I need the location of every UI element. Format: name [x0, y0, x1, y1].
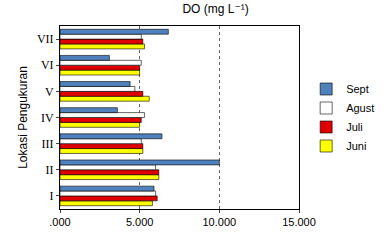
svg-text:Sept: Sept — [346, 83, 369, 95]
svg-text:VII: VII — [37, 32, 54, 46]
svg-text:IV: IV — [41, 111, 54, 125]
svg-text:5.000: 5.000 — [126, 216, 154, 228]
svg-text:I: I — [50, 189, 54, 203]
svg-text:Lokasi Pengukuran: Lokasi Pengukuran — [16, 66, 30, 169]
svg-text:10.000: 10.000 — [203, 216, 237, 228]
svg-text:Juli: Juli — [346, 121, 363, 133]
svg-text:III: III — [42, 137, 54, 151]
svg-text:VI: VI — [41, 58, 54, 72]
svg-text:Juni: Juni — [346, 140, 366, 152]
svg-text:Agust: Agust — [346, 102, 374, 114]
svg-text:.000: .000 — [49, 216, 70, 228]
svg-text:DO (mg L⁻¹): DO (mg L⁻¹) — [182, 2, 248, 16]
svg-text:V: V — [45, 85, 54, 99]
svg-text:II: II — [46, 163, 54, 177]
svg-text:15.000: 15.000 — [282, 216, 316, 228]
